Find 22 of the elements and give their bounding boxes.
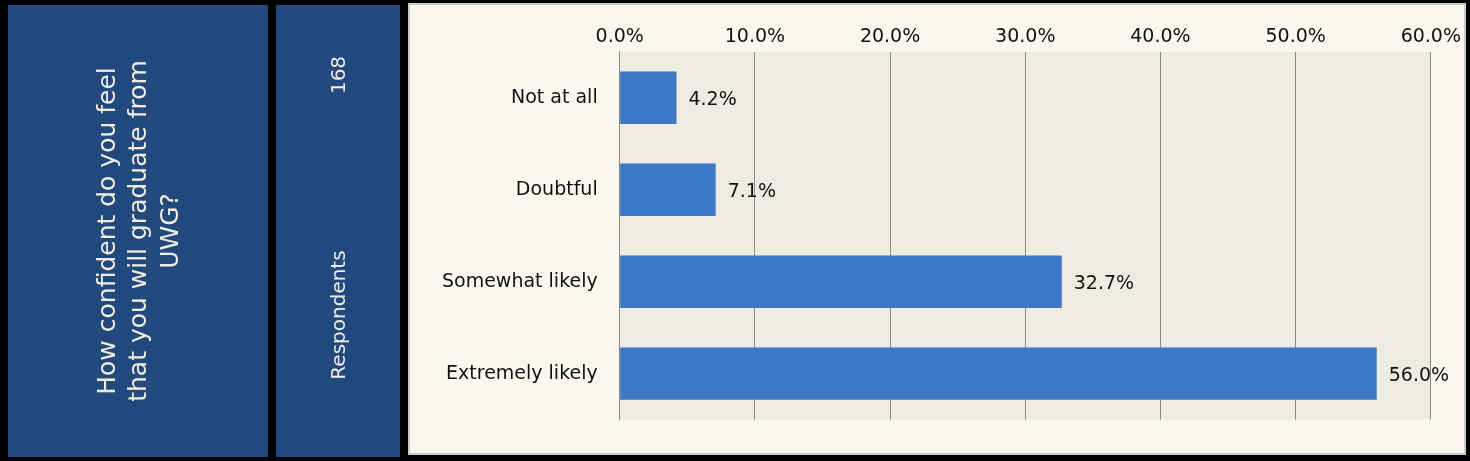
x-tick-label: 30.0% xyxy=(995,24,1056,47)
y-tick-label: Not at all xyxy=(511,84,598,107)
text: Respondents xyxy=(326,250,350,380)
data-label: 32.7% xyxy=(1073,270,1135,293)
y-tick-label: Somewhat likely xyxy=(441,268,598,291)
text: How confident do you feel that you will graduate from UWG? xyxy=(91,59,185,404)
x-tick-label: 0.0% xyxy=(595,24,644,47)
text: 168 xyxy=(326,55,350,95)
y-tick-label: Extremely likely xyxy=(446,360,598,383)
data-label: 7.1% xyxy=(727,178,776,201)
x-tick-label: 60.0% xyxy=(1400,24,1461,47)
y-tick-label: Doubtful xyxy=(515,176,598,199)
x-tick-label: 40.0% xyxy=(1130,24,1191,47)
data-label: 56.0% xyxy=(1388,362,1450,385)
x-tick-label: 50.0% xyxy=(1265,24,1326,47)
data-label: 4.2% xyxy=(688,86,737,109)
x-tick-label: 20.0% xyxy=(859,24,921,47)
x-tick-label: 10.0% xyxy=(724,24,786,47)
bar xyxy=(620,71,677,124)
bar xyxy=(620,347,1377,400)
bar xyxy=(620,255,1062,308)
bar xyxy=(620,163,716,216)
